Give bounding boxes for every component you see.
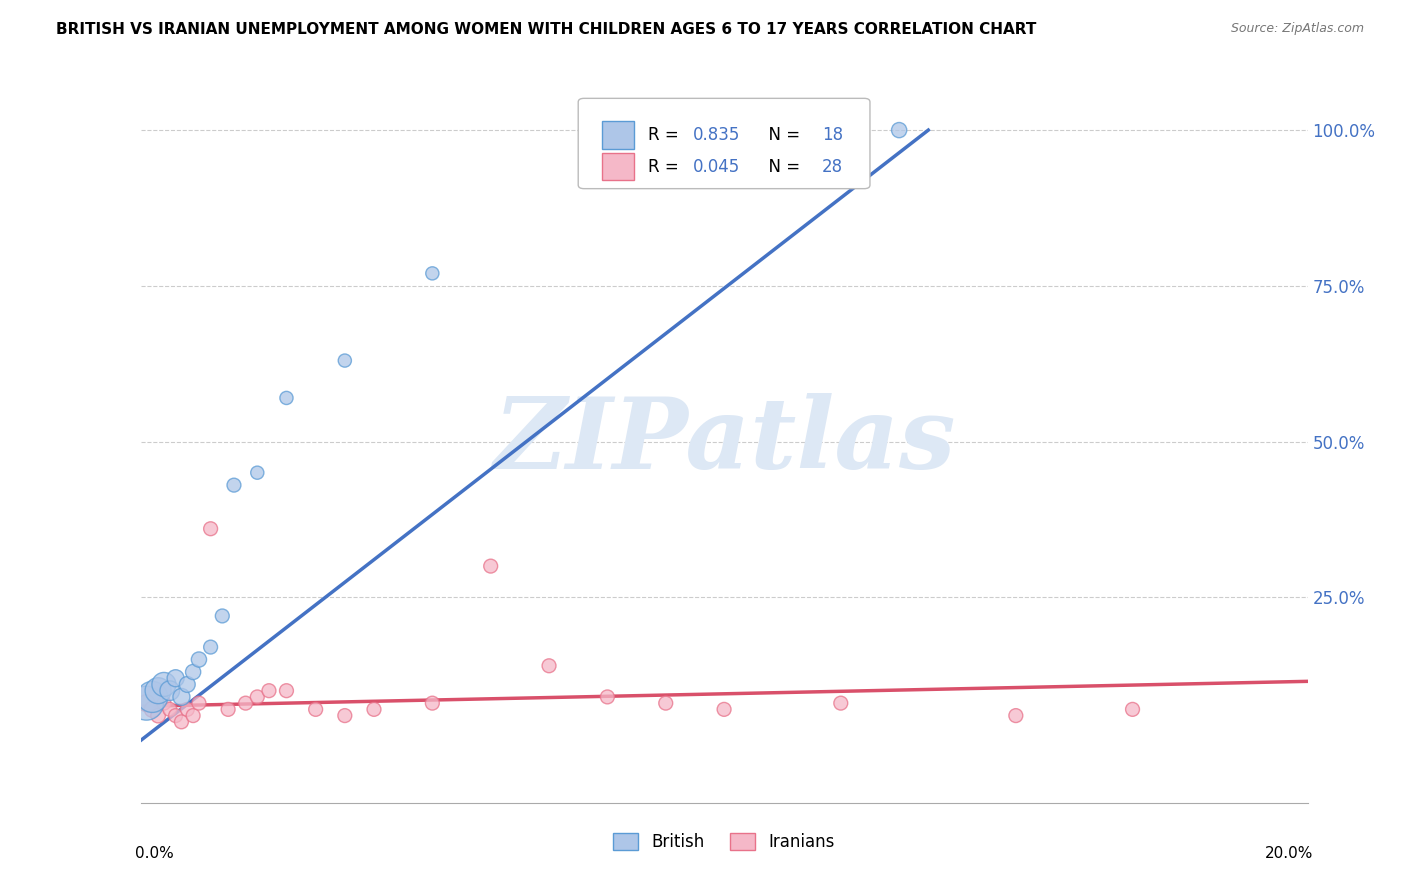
Point <box>538 658 561 673</box>
Text: 0.835: 0.835 <box>693 126 740 145</box>
Point <box>170 714 193 729</box>
Point <box>830 696 852 710</box>
Text: N =: N = <box>758 158 806 176</box>
Text: R =: R = <box>648 126 685 145</box>
Point <box>159 702 181 716</box>
Point <box>181 665 204 679</box>
Point <box>305 702 328 716</box>
FancyBboxPatch shape <box>602 121 634 149</box>
Point <box>422 696 444 710</box>
Point <box>188 652 211 666</box>
Point <box>141 690 163 704</box>
Point <box>165 708 187 723</box>
Point <box>246 466 269 480</box>
Text: 0.0%: 0.0% <box>135 847 173 861</box>
Point <box>276 391 298 405</box>
Text: 20.0%: 20.0% <box>1265 847 1313 861</box>
Point <box>479 559 502 574</box>
Point <box>655 696 678 710</box>
Text: ZIPatlas: ZIPatlas <box>494 393 955 490</box>
Point <box>713 702 735 716</box>
Point <box>146 708 169 723</box>
Point <box>188 696 211 710</box>
FancyBboxPatch shape <box>578 98 870 189</box>
Point <box>889 123 911 137</box>
Text: BRITISH VS IRANIAN UNEMPLOYMENT AMONG WOMEN WITH CHILDREN AGES 6 TO 17 YEARS COR: BRITISH VS IRANIAN UNEMPLOYMENT AMONG WO… <box>56 22 1036 37</box>
Point <box>176 702 198 716</box>
Point <box>1122 702 1144 716</box>
Point <box>200 640 222 654</box>
Point <box>146 683 169 698</box>
Point <box>235 696 257 710</box>
Text: R =: R = <box>648 158 685 176</box>
Point <box>333 708 356 723</box>
Point <box>1005 708 1028 723</box>
Point <box>153 696 176 710</box>
Point <box>257 683 280 698</box>
Point <box>200 522 222 536</box>
Point <box>170 690 193 704</box>
Text: 0.045: 0.045 <box>693 158 740 176</box>
Point <box>276 683 298 698</box>
Point <box>211 609 233 624</box>
Point <box>153 677 176 691</box>
Point <box>135 696 157 710</box>
Legend: British, Iranians: British, Iranians <box>605 825 844 860</box>
Text: Source: ZipAtlas.com: Source: ZipAtlas.com <box>1230 22 1364 36</box>
Point <box>181 708 204 723</box>
Text: 28: 28 <box>823 158 844 176</box>
Point <box>217 702 239 716</box>
Point <box>222 478 245 492</box>
Point <box>176 677 198 691</box>
FancyBboxPatch shape <box>602 153 634 180</box>
Point <box>135 696 157 710</box>
Point <box>596 690 619 704</box>
Point <box>363 702 385 716</box>
Text: 18: 18 <box>823 126 844 145</box>
Point <box>246 690 269 704</box>
Point <box>159 683 181 698</box>
Point <box>165 671 187 685</box>
Point <box>333 353 356 368</box>
Point <box>422 266 444 280</box>
Point <box>141 702 163 716</box>
Text: N =: N = <box>758 126 806 145</box>
